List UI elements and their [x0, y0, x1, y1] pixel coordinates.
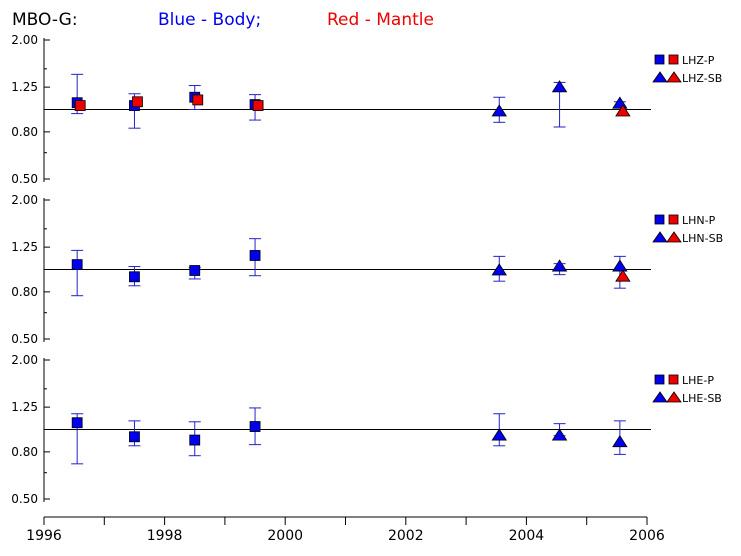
legend-swatch-mantle-triangle	[666, 71, 682, 83]
panel-lhz: 2.00 1.25 0.80 0.50 LHZ-P LHZ-SB	[11, 33, 722, 186]
data-point-triangle	[491, 428, 507, 441]
y-tick-label: 2.00	[11, 353, 38, 367]
data-point-triangle	[491, 263, 507, 276]
x-tick-label: 1996	[26, 528, 62, 544]
y-tick-label: 0.80	[11, 285, 38, 299]
data-point-square	[71, 259, 83, 271]
legend-swatch-mantle-triangle	[666, 231, 682, 243]
y-tick-label: 2.00	[11, 33, 38, 47]
legend-swatch-body-triangle	[652, 71, 668, 83]
legend-label-p: LHZ-P	[682, 54, 715, 67]
legend-label-p: LHN-P	[682, 214, 716, 227]
data-point-square	[252, 100, 264, 111]
panels-group: 2.00 1.25 0.80 0.50 LHZ-P LHZ-SB 2.00 1.25 0.80 0…	[11, 33, 723, 506]
legend-swatch-mantle-square	[668, 54, 679, 65]
data-point-square	[132, 96, 143, 108]
data-point-square	[71, 417, 83, 429]
data-point-square	[189, 434, 201, 446]
data-point-square	[249, 421, 261, 432]
y-tick-label: 0.80	[11, 125, 38, 139]
legend-swatch-mantle-square	[668, 214, 679, 225]
data-point-triangle	[551, 428, 568, 441]
legend-swatch-body-triangle	[652, 231, 668, 243]
data-point-square	[129, 431, 140, 443]
data-point-square	[189, 265, 201, 276]
legend-swatch-body-square	[654, 214, 665, 225]
panel-lhe: 2.00 1.25 0.80 0.50 LHE-P LHE-SB	[11, 353, 722, 506]
station-label: MBO-G:	[12, 10, 78, 30]
data-point-square	[129, 271, 140, 283]
x-axis: 1996 1998 2000 2002 2004 2006	[26, 516, 665, 544]
data-point-triangle	[615, 104, 631, 117]
legend-swatch-body-triangle	[652, 391, 668, 403]
legend-label-sb: LHZ-SB	[682, 72, 722, 85]
data-point-square	[249, 250, 261, 261]
y-tick-label: 0.50	[11, 492, 38, 506]
x-tick-label: 2006	[629, 528, 665, 544]
legend-label-sb: LHN-SB	[682, 232, 723, 245]
data-point-triangle	[491, 104, 507, 117]
legend-swatch-body-square	[654, 374, 665, 385]
data-point-square	[192, 94, 204, 106]
legend-swatch-mantle-square	[668, 374, 679, 385]
data-point-square	[74, 100, 86, 111]
data-point-triangle	[551, 259, 568, 272]
x-tick-label: 1998	[147, 528, 183, 544]
data-point-triangle	[551, 80, 568, 93]
y-tick-label: 1.25	[11, 240, 38, 254]
y-tick-label: 0.80	[11, 445, 38, 459]
legend-swatch-body-square	[654, 54, 665, 65]
x-tick-label: 2004	[509, 528, 545, 544]
y-tick-label: 2.00	[11, 193, 38, 207]
blue-body-label: Blue - Body;	[158, 10, 261, 30]
y-tick-label: 1.25	[11, 400, 38, 414]
y-tick-label: 1.25	[11, 80, 38, 94]
x-tick-label: 2002	[388, 528, 424, 544]
data-point-triangle	[612, 96, 628, 109]
red-mantle-label: Red - Mantle	[327, 10, 434, 30]
legend-label-p: LHE-P	[682, 374, 714, 387]
y-tick-label: 0.50	[11, 172, 38, 186]
data-point-triangle	[612, 434, 628, 448]
legend-swatch-mantle-triangle	[666, 391, 682, 403]
x-tick-label: 2000	[267, 528, 303, 544]
data-point-triangle	[612, 259, 628, 272]
panel-lhn: 2.00 1.25 0.80 0.50 LHN-P LHN-SB	[11, 193, 723, 346]
legend-label-sb: LHE-SB	[682, 392, 722, 405]
y-tick-label: 0.50	[11, 332, 38, 346]
data-point-triangle	[615, 269, 631, 282]
